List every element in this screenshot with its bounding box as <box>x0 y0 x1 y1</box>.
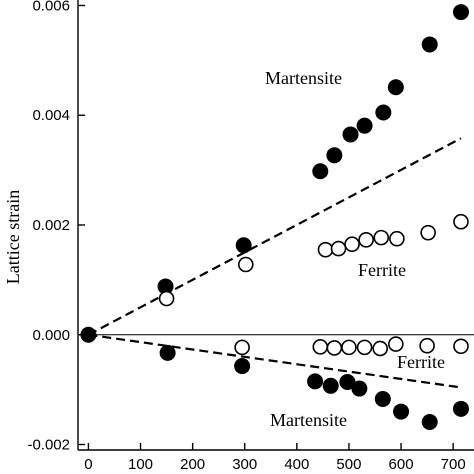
filled-point-upper <box>312 163 329 180</box>
open-point-upper <box>453 213 469 230</box>
y-tick-label: 0.004 <box>32 107 70 124</box>
filled-point-lower <box>234 358 251 375</box>
ticks-layer: -0.002 0.000 0.002 0.004 0.006 0 100 200 300 400 5… <box>27 0 465 473</box>
filled-point-upper <box>375 104 392 121</box>
open-point-upper <box>317 241 334 258</box>
open-point-lower <box>312 339 329 355</box>
x-tick-label: 100 <box>128 456 153 473</box>
y-tick-label: 0.000 <box>32 327 70 344</box>
filled-point-lower <box>421 414 438 431</box>
open-point-lower <box>341 339 357 356</box>
filled-point-upper <box>387 79 404 96</box>
open-point-upper <box>344 236 360 253</box>
annotation-martensite-lower: Martensite <box>270 410 347 430</box>
x-tick-label: 0 <box>84 456 92 473</box>
open-point-upper <box>330 240 347 257</box>
x-tick-label: 300 <box>232 456 257 473</box>
x-tick-label: 400 <box>284 456 309 473</box>
filled-point-lower <box>351 380 368 397</box>
open-point-upper <box>389 230 405 247</box>
open-point-lower <box>453 338 469 355</box>
open-point-lower <box>356 339 373 356</box>
filled-point-upper <box>326 147 343 164</box>
open-point-lower <box>419 337 435 354</box>
data-points-layer <box>80 4 469 431</box>
annotation-martensite-upper: Martensite <box>265 68 342 88</box>
x-tick-label: 200 <box>180 456 205 473</box>
filled-point-lower <box>322 377 339 394</box>
y-tick-label: 0.002 <box>32 217 70 234</box>
annotation-ferrite-lower: Ferrite <box>397 352 445 372</box>
annotation-labels-layer: Martensite Ferrite Ferrite Martensite <box>265 68 445 430</box>
open-point-upper <box>420 224 436 241</box>
filled-point-lower <box>393 403 410 420</box>
filled-point-lower <box>159 344 176 361</box>
y-tick-label: -0.002 <box>27 437 70 454</box>
x-tick-label: 500 <box>336 456 361 473</box>
x-tick-label: 600 <box>389 456 414 473</box>
open-point-lower <box>372 340 389 357</box>
filled-point-upper <box>80 326 97 343</box>
open-point-upper <box>373 229 390 246</box>
open-point-upper <box>158 290 175 307</box>
filled-point-lower <box>452 400 469 417</box>
open-point-upper <box>237 256 254 273</box>
filled-point-lower <box>307 373 324 390</box>
open-point-lower <box>326 340 343 356</box>
filled-point-upper <box>235 237 252 254</box>
fit-line-lower <box>88 333 462 389</box>
filled-point-upper <box>342 126 359 143</box>
filled-point-lower <box>374 390 391 407</box>
filled-point-upper <box>421 36 438 53</box>
fit-line-upper <box>87 137 462 336</box>
y-axis-title: Lattice strain <box>3 190 23 284</box>
filled-point-upper <box>356 117 373 134</box>
open-point-lower <box>388 336 404 352</box>
annotation-ferrite-upper: Ferrite <box>358 260 406 280</box>
open-point-lower <box>234 339 250 356</box>
fit-lines-layer <box>87 137 462 389</box>
x-tick-label: 700 <box>441 456 466 473</box>
y-tick-label: 0.006 <box>32 0 70 14</box>
filled-point-upper <box>452 4 469 21</box>
open-point-upper <box>358 232 374 248</box>
